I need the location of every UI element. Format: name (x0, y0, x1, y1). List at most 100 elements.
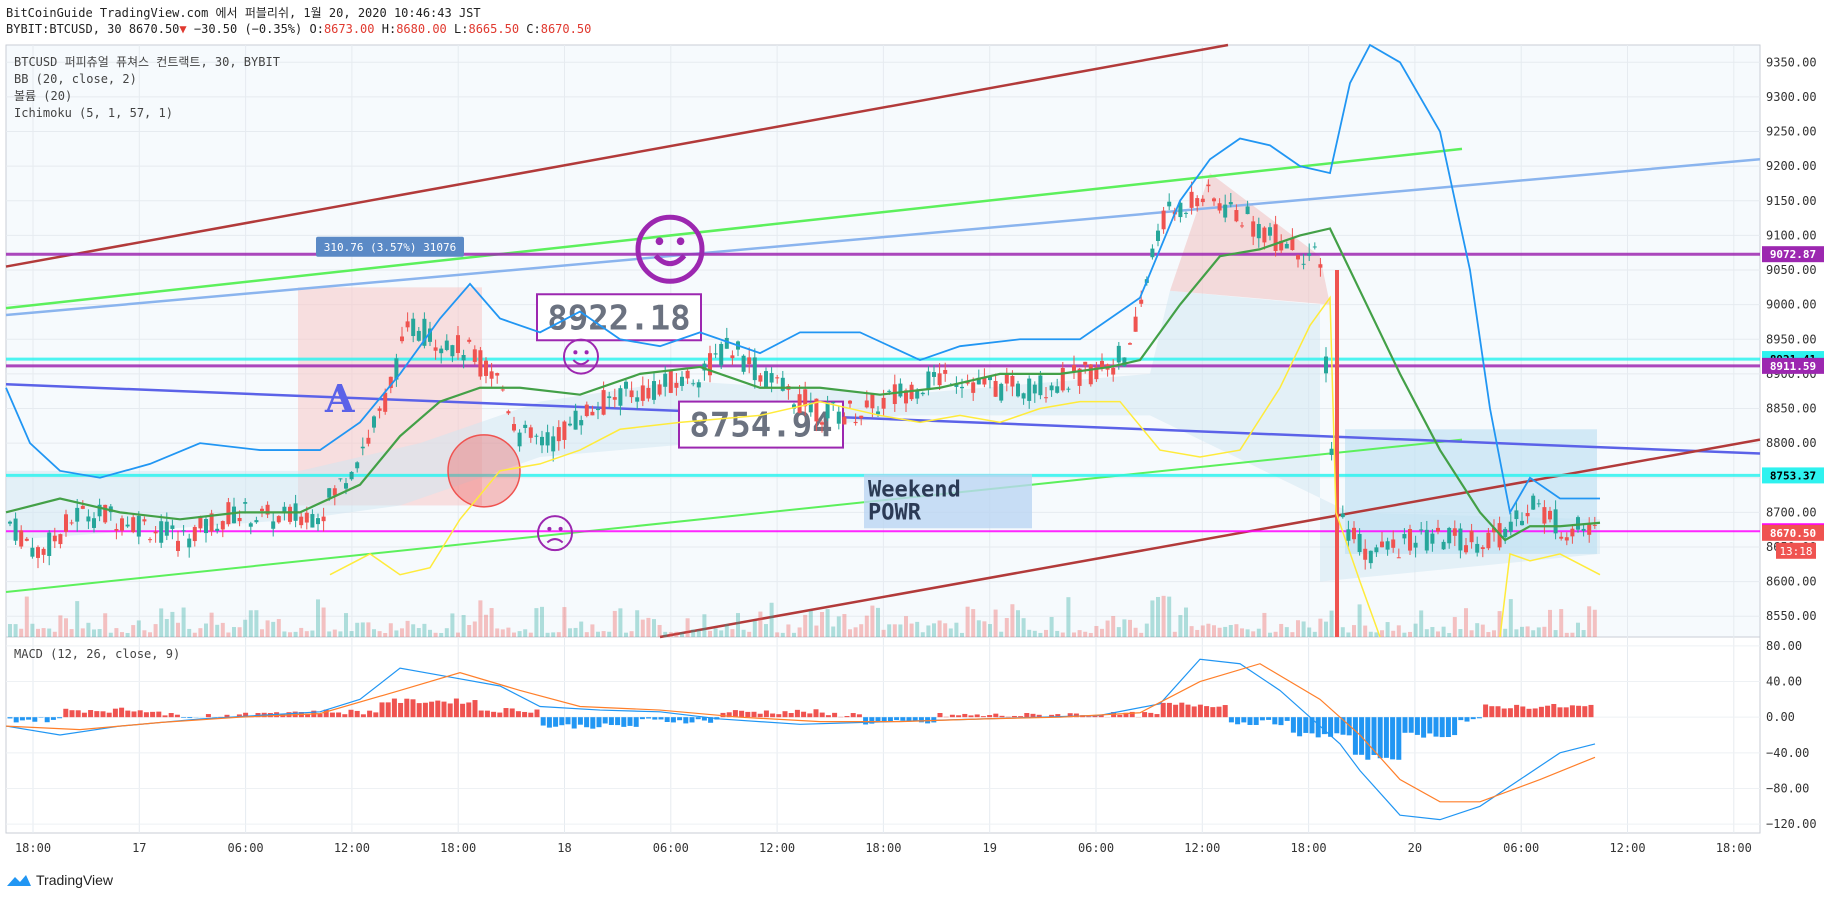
macd-histogram-bar (708, 717, 714, 723)
chikou-line (329, 295, 1381, 638)
volume-bar (114, 628, 119, 637)
macd-histogram-bar (1049, 714, 1055, 718)
volume-bar (943, 623, 948, 637)
candle-body (1413, 542, 1418, 548)
volume-bar (1497, 611, 1502, 637)
macd-histogram-bar (466, 702, 472, 718)
volume-bar (579, 621, 584, 637)
macd-histogram-bar (1179, 702, 1185, 718)
volume-bar (1329, 610, 1334, 637)
volume-bar (428, 629, 432, 637)
volume-bar (831, 626, 836, 637)
candle-body (288, 506, 292, 522)
y-tick-label: 9100.00 (1766, 228, 1817, 242)
volume-bar (1105, 620, 1110, 637)
volume-bar (433, 632, 438, 637)
x-tick-label: 18 (557, 841, 571, 855)
macd-histogram-bar (639, 717, 645, 720)
volume-bar (1032, 630, 1037, 637)
macd-histogram-bar (236, 714, 242, 718)
macd-histogram-bar (1123, 712, 1129, 718)
candle-body (1492, 527, 1496, 533)
candle-body (159, 521, 164, 543)
volume-bar (842, 614, 847, 637)
candle-body (1032, 384, 1037, 394)
volume-bar (506, 627, 511, 637)
volume-bar (1458, 629, 1463, 637)
candle-body (148, 539, 152, 541)
macd-histogram-bar (1086, 716, 1092, 718)
volume-bar (836, 616, 841, 637)
volume-bar (142, 630, 147, 637)
volume-bar (192, 632, 197, 637)
candle-body (299, 516, 304, 526)
candle-body (366, 437, 371, 444)
candle-body (540, 436, 544, 446)
macd-histogram-bar (1514, 704, 1520, 718)
macd-histogram-bar (435, 700, 441, 718)
candle-body (428, 328, 432, 342)
volume-bar (752, 620, 757, 637)
weekend-box (864, 474, 1032, 529)
candle-body (1234, 210, 1239, 222)
macd-histogram-bar (720, 712, 726, 718)
candle-body (1016, 383, 1020, 397)
macd-histogram-bar (1235, 717, 1241, 725)
macd-histogram-bar (701, 717, 707, 721)
volume-bar (237, 627, 242, 637)
legend: BTCUSD 퍼피츄얼 퓨쳐스 컨트랙트, 30, BYBIT BB (20, c… (14, 55, 280, 661)
macd-histogram-bar (670, 717, 676, 723)
volume-bar (232, 627, 236, 637)
candle-body (36, 547, 40, 558)
candle-body (1581, 528, 1586, 531)
countdown-text: 13:18 (1779, 545, 1812, 558)
candle-body (836, 411, 841, 424)
macd-histogram-bar (887, 717, 893, 722)
macd-histogram-bar (912, 717, 918, 722)
candle-body (304, 512, 309, 523)
y-tick-label: 8950.00 (1766, 332, 1817, 346)
macd-histogram-bar (844, 716, 850, 718)
volume-bar (848, 629, 852, 637)
candle-body (691, 383, 696, 385)
macd-histogram-bar (1253, 717, 1259, 725)
candle-body (752, 357, 757, 381)
candle-body (652, 381, 656, 400)
volume-bar (170, 611, 175, 637)
candle-body (310, 514, 315, 528)
candle-body (456, 335, 460, 354)
price-tag (1762, 524, 1824, 541)
footer[interactable]: TradingView (6, 872, 113, 888)
candle-body (80, 505, 85, 509)
price-tag (1762, 357, 1824, 374)
macd-tick-label: −120.00 (1766, 817, 1817, 831)
volume-bar (495, 628, 500, 637)
macd-histogram-bar (94, 711, 100, 718)
volume-bar (657, 624, 662, 637)
volume-bar (1508, 599, 1513, 637)
volume-bar (1195, 629, 1200, 637)
volume-bar (1592, 609, 1597, 637)
volume-bar (1368, 631, 1373, 637)
macd-histogram-bar (1191, 706, 1197, 718)
candle-body (1514, 510, 1519, 520)
macd-histogram-bar (1458, 717, 1464, 721)
volume-bar (24, 596, 29, 637)
volume-bar (97, 629, 102, 637)
macd-histogram-bar (150, 711, 156, 718)
candle-body (1077, 368, 1082, 386)
macd-histogram-bar (1390, 717, 1396, 760)
macd-histogram-bar (119, 707, 125, 718)
candle-body (870, 393, 875, 409)
candle-body (1262, 227, 1267, 243)
candle-body (657, 384, 662, 395)
macd-histogram-bar (137, 710, 143, 718)
candle-body (881, 397, 886, 409)
candle-body (1424, 529, 1429, 551)
volume-bar (1374, 632, 1379, 637)
candle-body (640, 385, 645, 401)
x-tick-label: 18:00 (1716, 841, 1752, 855)
volume-bar (164, 619, 169, 637)
macd-histogram-bar (1421, 717, 1427, 738)
